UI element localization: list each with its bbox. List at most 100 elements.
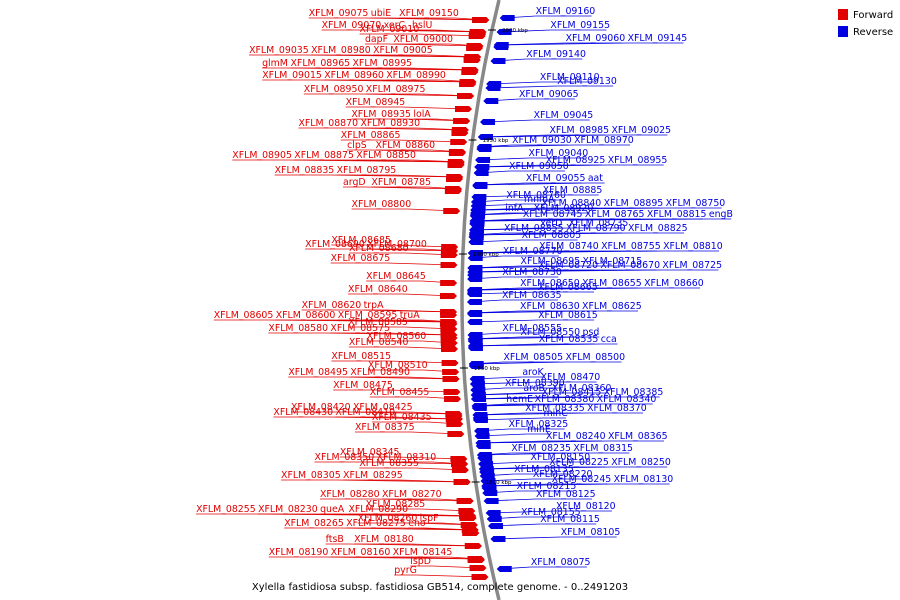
forward-gene-label-ftsb: ftsB xyxy=(326,534,344,545)
forward-gene-label-xflm-08180: XFLM_08180 xyxy=(354,534,414,545)
forward-gene-label-xflm-08265: XFLM_08265 xyxy=(284,518,344,529)
reverse-feature-glyph xyxy=(479,473,495,479)
forward-gene-label-eno: eno xyxy=(408,518,426,529)
reverse-gene-label-mine: minE xyxy=(527,424,551,435)
forward-gene-label-xflm-08515: XFLM_08515 xyxy=(331,351,391,362)
reverse-gene-label-xflm-08730: XFLM_08730 xyxy=(502,267,562,278)
reverse-feature-glyph xyxy=(467,299,483,305)
forward-feature-glyph xyxy=(456,498,474,504)
reverse-feature-glyph xyxy=(481,485,497,491)
feature-connector xyxy=(475,412,588,416)
feature-connector xyxy=(470,336,583,340)
feature-connector xyxy=(473,396,604,400)
forward-gene-label-xflm-08560: XFLM_08560 xyxy=(367,331,427,342)
reverse-gene-label-xflm-08805: XFLM_08805 xyxy=(522,230,582,241)
forward-gene-label-xflm-08860: XFLM_08860 xyxy=(375,140,435,151)
reverse-gene-label-xflm-09060: XFLM_09060 xyxy=(566,33,626,44)
reverse-gene-label-xflm-08385: XFLM_08385 xyxy=(604,387,664,398)
reverse-gene-label-xflm-08245: XFLM_08245 xyxy=(552,474,612,485)
reverse-feature-glyph xyxy=(471,194,487,200)
forward-feature-glyph xyxy=(469,565,487,571)
forward-feature-glyph xyxy=(472,17,490,23)
reverse-gene-label-xflm-08105: XFLM_08105 xyxy=(561,527,621,538)
forward-gene-label-xflm-09070: XFLM_09070 xyxy=(322,20,382,31)
forward-feature-glyph xyxy=(451,467,469,473)
forward-feature-glyph xyxy=(453,118,471,124)
forward-gene-label-xflm-08640: XFLM_08640 xyxy=(348,284,408,295)
forward-gene-label-ubie: ubiE xyxy=(371,8,391,19)
forward-feature-glyph xyxy=(454,106,472,112)
reverse-feature-glyph xyxy=(499,15,515,21)
feature-connector xyxy=(477,164,608,168)
reverse-gene-label-xflm-09110: XFLM_09110 xyxy=(540,72,600,83)
forward-gene-label-xflm-09005: XFLM_09005 xyxy=(373,45,433,56)
reverse-gene-label-xflm-08695: XFLM_08695 xyxy=(521,256,581,267)
reverse-gene-label-xflm-08715: XFLM_08715 xyxy=(583,256,643,267)
reverse-feature-glyph xyxy=(487,523,503,529)
reverse-feature-glyph xyxy=(477,455,493,461)
reverse-gene-label-xflm-08815: XFLM_08815 xyxy=(647,209,707,220)
forward-gene-label-xflm-08495: XFLM_08495 xyxy=(288,367,348,378)
forward-feature-glyph xyxy=(440,346,458,352)
reverse-feature-glyph xyxy=(469,221,485,227)
forward-feature-glyph xyxy=(451,461,469,467)
feature-connector xyxy=(481,466,612,470)
reverse-gene-label-xflm-08120: XFLM_08120 xyxy=(556,501,616,512)
reverse-gene-label-xflm-08390: XFLM_08390 xyxy=(505,378,565,389)
forward-gene-label-xflm-08430: XFLM_08430 xyxy=(273,407,333,418)
reverse-gene-label-xflm-08325: XFLM_08325 xyxy=(509,419,569,430)
forward-gene-label-xflm-08975: XFLM_08975 xyxy=(366,84,426,95)
scale-tick-label: 1800 kbp xyxy=(486,480,512,486)
reverse-feature-glyph xyxy=(486,516,502,522)
reverse-gene-label-xflm-08745: XFLM_08745 xyxy=(523,209,583,220)
forward-gene-label-hslu: hslU xyxy=(412,20,432,31)
forward-gene-label-xflm-08795: XFLM_08795 xyxy=(337,165,397,176)
reverse-feature-glyph xyxy=(496,566,512,572)
forward-gene-label-xflm-08960: XFLM_08960 xyxy=(324,70,384,81)
reverse-gene-label-xflm-08340: XFLM_08340 xyxy=(597,394,657,405)
reverse-gene-label-xflm-08735: XFLM_08735 xyxy=(569,218,629,229)
feature-connector xyxy=(473,392,552,396)
feature-connector xyxy=(324,332,455,336)
forward-feature-glyph xyxy=(441,360,459,366)
forward-gene-label-argd: argD xyxy=(343,177,366,188)
forward-feature-glyph xyxy=(464,543,482,549)
reverse-feature-glyph xyxy=(470,387,486,393)
reverse-feature-glyph xyxy=(467,250,483,256)
reverse-gene-label-heme: hemE xyxy=(506,394,533,405)
reverse-feature-glyph xyxy=(496,29,512,35)
reverse-gene-label-xflm-08370: XFLM_08370 xyxy=(587,403,647,414)
reverse-feature-glyph xyxy=(472,412,488,418)
forward-gene-label-xflm-08305: XFLM_08305 xyxy=(281,470,341,481)
forward-gene-label-xflm-09075: XFLM_09075 xyxy=(309,8,369,19)
legend-forward-label: Forward xyxy=(853,10,893,21)
forward-gene-label-xflm-08160: XFLM_08160 xyxy=(331,547,391,558)
forward-gene-label-xflm-08785: XFLM_08785 xyxy=(371,177,431,188)
reverse-feature-glyph xyxy=(482,490,498,496)
forward-feature-glyph xyxy=(459,513,477,519)
feature-connector xyxy=(471,250,664,254)
feature-connector xyxy=(305,54,480,58)
forward-gene-label-xflm-08600: XFLM_08600 xyxy=(276,310,336,321)
forward-gene-label-ispf: ispF xyxy=(420,513,439,524)
forward-feature-glyph xyxy=(464,54,482,60)
feature-layer xyxy=(440,15,515,580)
forward-feature-glyph xyxy=(457,93,475,99)
reverse-feature-glyph xyxy=(467,255,483,261)
feature-connector xyxy=(475,182,588,186)
feature-connector xyxy=(472,218,709,222)
reverse-gene-label-arok: aroK xyxy=(522,367,544,378)
reverse-gene-label-xflm-08925: XFLM_08925 xyxy=(546,155,606,166)
forward-feature-glyph xyxy=(445,411,463,417)
scale-tick-layer: 2000 kbp 1950 kbp 1900 kbp 1850 kbp 1800 kbp xyxy=(458,28,528,486)
reverse-gene-label-arob: aroB xyxy=(523,383,545,394)
feature-connector xyxy=(479,452,574,456)
forward-feature-glyph xyxy=(467,557,485,563)
feature-connector xyxy=(470,343,601,347)
forward-feature-glyph xyxy=(442,376,460,382)
reverse-gene-label-xflm-08670: XFLM_08670 xyxy=(600,260,660,271)
reverse-gene-label-engb: engB xyxy=(709,209,733,220)
feature-connector xyxy=(330,174,461,178)
reverse-gene-label-xflm-08895: XFLM_08895 xyxy=(604,198,664,209)
reverse-feature-glyph xyxy=(467,310,483,316)
